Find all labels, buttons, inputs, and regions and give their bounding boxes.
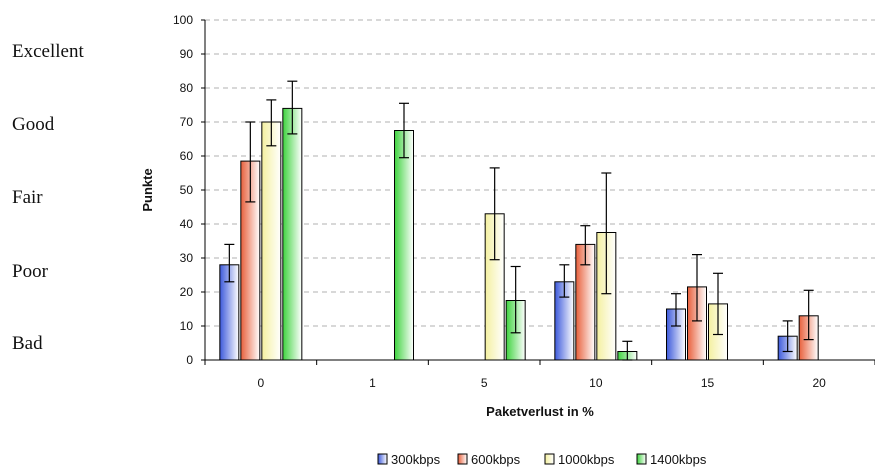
error-bar-600kbps-20 [803,289,814,341]
error-bar-1400kbps-0 [287,80,298,135]
bars [219,107,819,361]
error-bar-600kbps-0 [245,121,256,203]
legend-label: 600kbps [471,452,521,467]
y-tick-label: 20 [180,285,194,299]
error-bar-1400kbps-10 [622,340,633,361]
y-tick-label: 0 [186,353,193,367]
y-axis-title: Punkte [140,168,155,211]
error-bar-300kbps-0 [224,243,235,283]
legend-item-600kbps: 600kbps [457,452,521,467]
legend-item-1000kbps: 1000kbps [544,452,615,467]
y-tick-label: 100 [173,13,193,27]
legend-swatch [377,453,388,465]
y-tick-label: 90 [180,47,194,61]
error-bar-1000kbps-5 [489,167,500,261]
y-tick-label: 10 [180,319,194,333]
error-bar-1000kbps-15 [713,272,723,336]
error-bar-1000kbps-10 [601,172,612,295]
y-tick-label: 70 [180,115,194,129]
quality-label-excellent: Excellent [12,41,84,62]
bar-1000kbps-0 [261,121,282,361]
x-tick-label: 0 [257,376,264,390]
legend: 300kbps 600kbps 1000kbps 1400kbps [377,452,707,467]
legend-item-300kbps: 300kbps [377,452,441,467]
error-bar-600kbps-10 [580,225,591,266]
y-tick-label: 80 [180,81,194,95]
quality-label-fair: Fair [12,187,43,208]
x-tick-label: 1 [369,376,376,390]
quality-scale-labels: Excellent Good Fair Poor Bad [12,41,84,354]
quality-label-poor: Poor [12,261,49,282]
error-bar-1400kbps-1 [399,102,409,159]
error-bars [224,80,814,361]
quality-label-good: Good [12,114,55,135]
gridlines [205,19,875,327]
error-bar-1000kbps-0 [266,99,277,147]
x-tick-label: 20 [812,376,826,390]
error-bar-300kbps-10 [559,264,570,298]
axes [201,19,875,365]
x-tick-label: 5 [481,376,488,390]
y-tick-label: 50 [180,183,194,197]
x-axis-title: Paketverlust in % [486,404,594,419]
legend-label: 300kbps [391,452,441,467]
legend-item-1400kbps: 1400kbps [636,452,707,467]
y-tick-label: 30 [180,251,194,265]
legend-swatch [636,453,647,465]
error-bar-600kbps-15 [692,254,702,322]
legend-swatch [544,453,555,465]
x-tick-label: 10 [589,376,603,390]
error-bar-300kbps-15 [671,293,681,327]
error-bar-300kbps-20 [782,320,793,353]
legend-label: 1000kbps [558,452,615,467]
quality-label-bad: Bad [12,333,43,354]
y-tick-label: 60 [180,149,194,163]
y-tick-label: 40 [180,217,194,231]
x-tick-label: 15 [701,376,715,390]
bar-1400kbps-0 [282,107,303,361]
legend-label: 1400kbps [650,452,707,467]
legend-swatch [457,453,468,465]
bar-1400kbps-1 [394,130,414,361]
error-bar-1400kbps-5 [510,265,521,334]
